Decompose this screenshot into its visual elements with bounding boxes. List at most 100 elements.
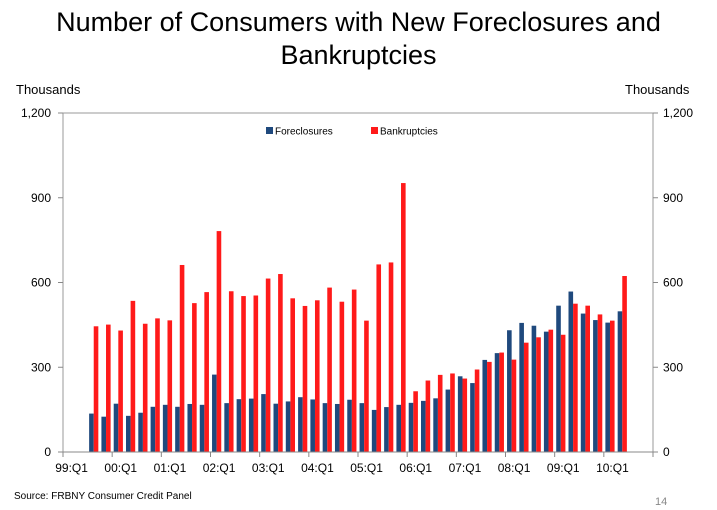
bankruptcies-bar (364, 320, 369, 452)
foreclosures-bar (543, 331, 549, 452)
x-tick-label: 00:Q1 (104, 461, 137, 475)
foreclosures-bar (408, 402, 414, 452)
bankruptcies-bar (327, 287, 332, 452)
bankruptcies-bar (597, 314, 603, 452)
foreclosures-bar (187, 403, 193, 452)
foreclosures-bar (359, 403, 365, 452)
x-tick-label: 06:Q1 (399, 461, 432, 475)
bankruptcies-bar (450, 373, 455, 452)
bankruptcies-bar (376, 264, 382, 452)
bankruptcies-bar (622, 276, 627, 452)
y-tick-label-left: 600 (31, 276, 51, 290)
foreclosures-bar (371, 409, 377, 452)
y-tick-label-left: 1,200 (21, 106, 51, 120)
foreclosures-bar (162, 404, 168, 452)
bankruptcies-bar (339, 301, 345, 452)
foreclosures-bar (347, 399, 352, 452)
bankruptcies-bar (302, 305, 308, 452)
bankruptcies-bar (216, 231, 222, 452)
bankruptcies-bar (609, 320, 615, 452)
foreclosures-bar (89, 413, 94, 452)
foreclosures-bar (248, 398, 254, 452)
foreclosures-bar (457, 376, 463, 452)
bankruptcies-bar (511, 359, 517, 452)
foreclosures-bar (236, 399, 242, 452)
bankruptcies-bar (560, 334, 566, 452)
foreclosures-bar (101, 416, 107, 452)
foreclosures-bar (396, 404, 402, 452)
bankruptcies-bar (573, 303, 578, 452)
bankruptcies-bar (192, 303, 197, 452)
bankruptcies-bar (253, 295, 259, 452)
bankruptcies-bar (499, 352, 504, 452)
x-tick-label: 08:Q1 (498, 461, 531, 475)
bankruptcies-bar (425, 380, 431, 452)
page-number: 14 (655, 496, 668, 508)
y-tick-label-left: 0 (44, 445, 51, 459)
bankruptcies-bar (388, 262, 394, 452)
bankruptcies-bar (241, 296, 246, 452)
y-tick-label-right: 900 (663, 191, 683, 205)
foreclosures-bar (175, 406, 180, 452)
bankruptcies-bar (130, 300, 136, 452)
bankruptcies-bar (290, 298, 295, 452)
x-tick-label: 02:Q1 (203, 461, 236, 475)
foreclosures-bar (494, 353, 500, 452)
bankruptcies-bar (228, 291, 234, 452)
foreclosures-bar (298, 397, 303, 452)
foreclosures-bar (322, 403, 328, 452)
y-tick-label-right: 0 (663, 445, 670, 459)
foreclosures-bar (212, 374, 217, 452)
x-tick-label: 03:Q1 (252, 461, 285, 475)
bankruptcies-bar (278, 274, 283, 452)
source-note: Source: FRBNY Consumer Credit Panel (14, 491, 192, 502)
foreclosures-bar (568, 291, 574, 452)
x-tick-label: 04:Q1 (301, 461, 334, 475)
legend-label: Bankruptcies (380, 127, 438, 138)
foreclosures-bar (519, 322, 524, 452)
bankruptcies-bar (314, 300, 320, 452)
bankruptcies-bar (548, 329, 554, 452)
bankruptcies-bar (167, 320, 173, 452)
bankruptcies-bar (118, 330, 123, 452)
y-tick-label-right: 600 (663, 276, 683, 290)
foreclosures-bar (273, 403, 279, 452)
foreclosures-bar (126, 415, 131, 452)
bankruptcies-bar (93, 326, 99, 452)
bankruptcies-bar (265, 278, 271, 452)
x-tick-label: 09:Q1 (547, 461, 580, 475)
foreclosures-bar (150, 406, 156, 452)
plot-area (62, 112, 654, 453)
legend-swatch (266, 127, 273, 134)
legend-swatch (371, 127, 378, 134)
x-tick-label: 99:Q1 (55, 461, 88, 475)
bankruptcies-bar (487, 361, 492, 452)
bankruptcies-bar (106, 324, 111, 452)
foreclosures-bar (433, 398, 438, 452)
bankruptcies-bar (204, 292, 209, 452)
foreclosures-bar (285, 401, 291, 452)
foreclosures-bar (334, 403, 340, 452)
bankruptcies-bar (401, 183, 406, 452)
bankruptcies-bar (462, 378, 468, 452)
foreclosures-bar (384, 407, 389, 452)
foreclosures-bar (482, 359, 488, 452)
bankruptcies-bar (179, 264, 185, 452)
y-tick-label-right: 300 (663, 360, 683, 374)
bankruptcies-bar (437, 374, 443, 452)
legend-label: Foreclosures (275, 127, 333, 138)
foreclosures-bar (224, 403, 229, 452)
bankruptcies-bar (155, 318, 160, 452)
x-tick-label: 01:Q1 (154, 461, 187, 475)
foreclosures-bar (113, 403, 119, 452)
page-title: Number of Consumers with New Foreclosure… (56, 7, 661, 70)
foreclosures-bar (605, 322, 610, 452)
foreclosures-bar (138, 412, 143, 452)
foreclosures-bar (261, 394, 266, 452)
foreclosures-bar (593, 320, 598, 452)
foreclosures-bar (445, 389, 451, 452)
x-tick-label: 05:Q1 (350, 461, 383, 475)
foreclosures-bar (531, 325, 537, 452)
bankruptcies-bar (536, 337, 541, 452)
foreclosures-bar (199, 404, 205, 452)
